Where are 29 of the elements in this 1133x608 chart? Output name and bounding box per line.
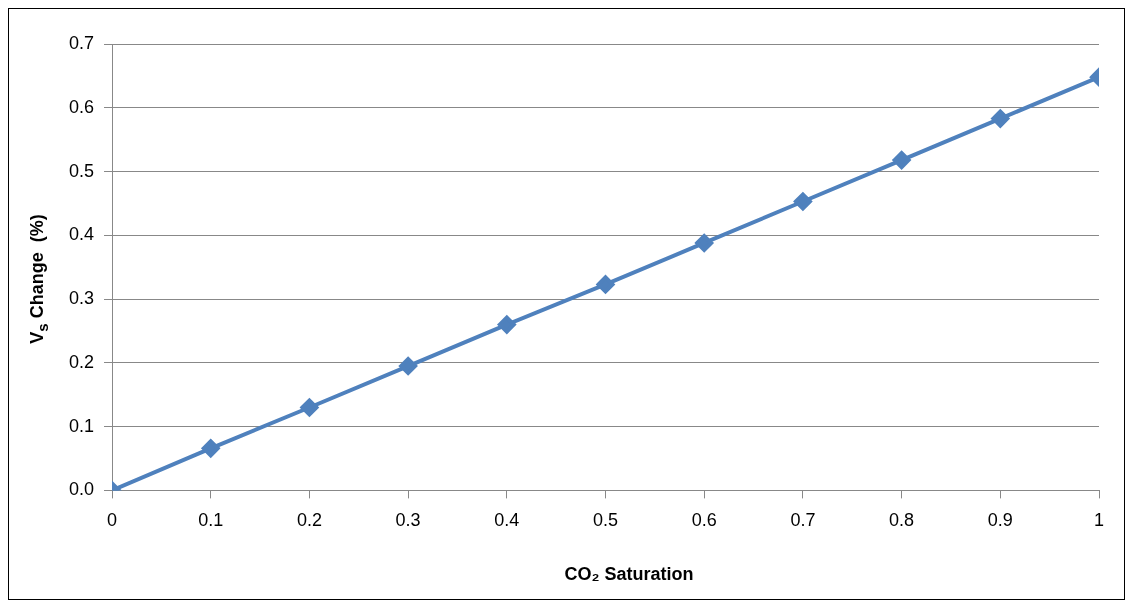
y-tick-label: 0.2: [68, 351, 95, 372]
y-tick-label: 0.1: [68, 415, 95, 436]
x-tick-label: 0.1: [198, 510, 224, 531]
point: [596, 275, 615, 294]
y-tick-label: 0.5: [68, 160, 95, 181]
point: [793, 192, 812, 211]
y-tick-label: 0.6: [68, 96, 95, 117]
x-tick-label: 0.6: [691, 510, 717, 531]
x-tick-label: 0.9: [987, 510, 1013, 531]
x-tick-label: 0.5: [593, 510, 619, 531]
point: [399, 357, 418, 376]
y-tick-label: 0.7: [68, 32, 95, 53]
x-tick-label: 0.2: [296, 510, 322, 531]
y-tick-label: 0.0: [68, 479, 95, 500]
y-tick-label: 0.4: [68, 224, 95, 245]
x-tick-label: 0.3: [395, 510, 421, 531]
y-tick-label: 0.3: [68, 288, 95, 309]
x-tick-label: 0.8: [889, 510, 915, 531]
point: [497, 315, 516, 334]
point: [201, 439, 220, 458]
point: [892, 151, 911, 170]
point: [300, 398, 319, 417]
point: [991, 109, 1010, 128]
point: [695, 233, 714, 252]
x-tick-label: 0.4: [494, 510, 520, 531]
x-tick-label: 0.7: [790, 510, 816, 531]
x-tick-label: 1: [1093, 510, 1105, 531]
x-tick-label: 0: [107, 510, 118, 531]
x-axis-title: CO₂ Saturation: [564, 564, 694, 585]
